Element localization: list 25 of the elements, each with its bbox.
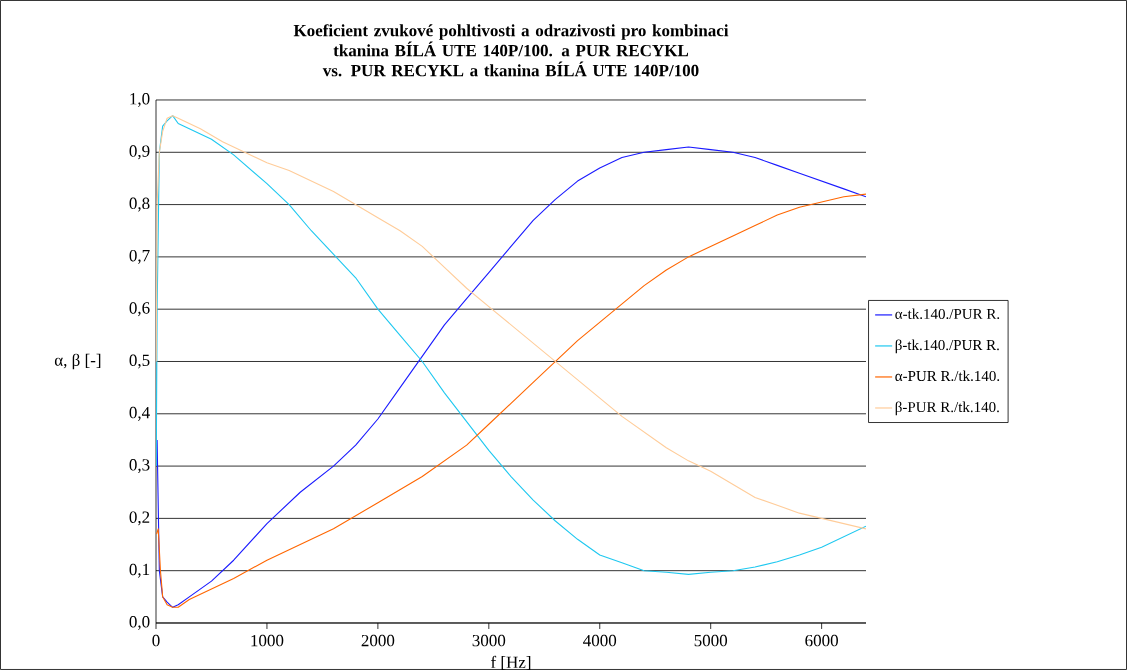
y-tick-label: 0,9 [129,145,150,160]
y-tick-label: 0,5 [129,354,150,369]
x-tick-label: 2000 [361,634,395,647]
y-tick-label: 0,3 [129,459,150,474]
y-tick-label: 0,4 [129,406,150,421]
x-tick-label: 4000 [583,634,617,647]
legend-label: β-tk.140./PUR R. [895,339,999,354]
legend-label: α-PUR R./tk.140. [895,370,1000,382]
x-axis-title: f [Hz] [491,655,531,670]
y-tick-label: 0,6 [129,302,150,317]
x-tick-label: 5000 [694,634,728,647]
legend-label: β-PUR R./tk.140. [895,401,999,416]
y-tick-label: 1,0 [130,93,150,107]
x-tick-label: 0 [152,634,160,647]
y-axis-title: α, β [-] [54,353,101,370]
x-tick-label: 6000 [805,634,838,647]
legend-label: α-tk.140./PUR R. [895,308,1000,320]
x-tick-label: 1000 [251,634,284,647]
y-tick-label: 0,0 [129,616,150,630]
y-tick-label: 0,7 [129,249,150,264]
x-tick-label: 3000 [472,634,506,647]
y-tick-label: 0,1 [129,563,150,578]
chart-subtitle: vs. PUR RECYKL a tkanina BÍLÁ UTE 140P/100 [322,61,699,77]
y-tick-label: 0,2 [129,511,150,526]
y-tick-label: 0,8 [129,197,150,212]
